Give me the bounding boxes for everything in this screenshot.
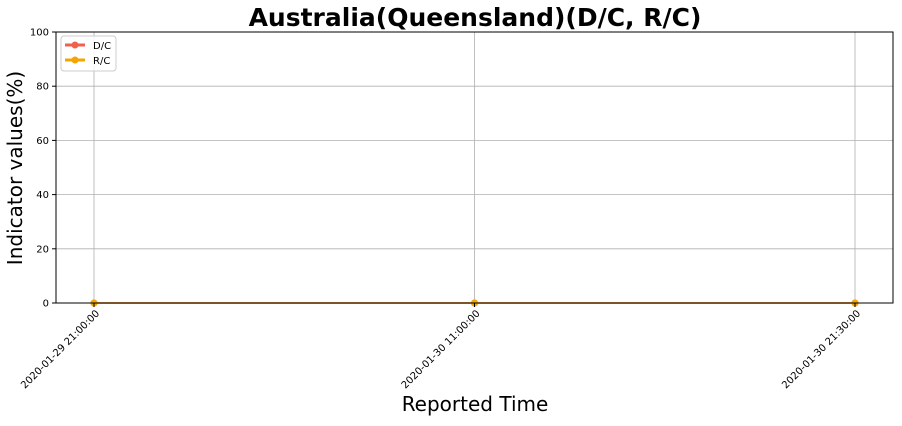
- x-tick-label: 2020-01-30 21:30:00: [780, 308, 863, 391]
- y-axis-label: Indicator values(%): [3, 71, 27, 265]
- y-tick-label: 80: [36, 82, 49, 93]
- x-tick-label: 2020-01-30 11:00:00: [400, 308, 483, 391]
- axis-ticks: 0 20 40 60 80 100 2020-01-29 21:00:00 2020-01-3…: [19, 28, 863, 392]
- y-tick-label: 100: [30, 28, 49, 39]
- y-tick-label: 0: [43, 299, 49, 310]
- x-axis-label: Reported Time: [402, 392, 549, 416]
- y-tick-label: 60: [36, 136, 49, 147]
- legend-item-rc: R/C: [65, 56, 110, 67]
- legend-label-rc: R/C: [93, 56, 110, 67]
- legend-marker-rc: [71, 56, 79, 64]
- chart-title: Australia(Queensland)(D/C, R/C): [249, 3, 702, 32]
- legend: D/C R/C: [60, 35, 117, 72]
- grid: [56, 31, 893, 304]
- x-tick-label: 2020-01-29 21:00:00: [19, 308, 102, 391]
- legend-marker-dc: [71, 41, 79, 49]
- y-tick-label: 40: [36, 190, 49, 201]
- legend-label-dc: D/C: [93, 41, 111, 52]
- legend-item-dc: D/C: [65, 41, 111, 52]
- y-tick-label: 20: [36, 244, 49, 255]
